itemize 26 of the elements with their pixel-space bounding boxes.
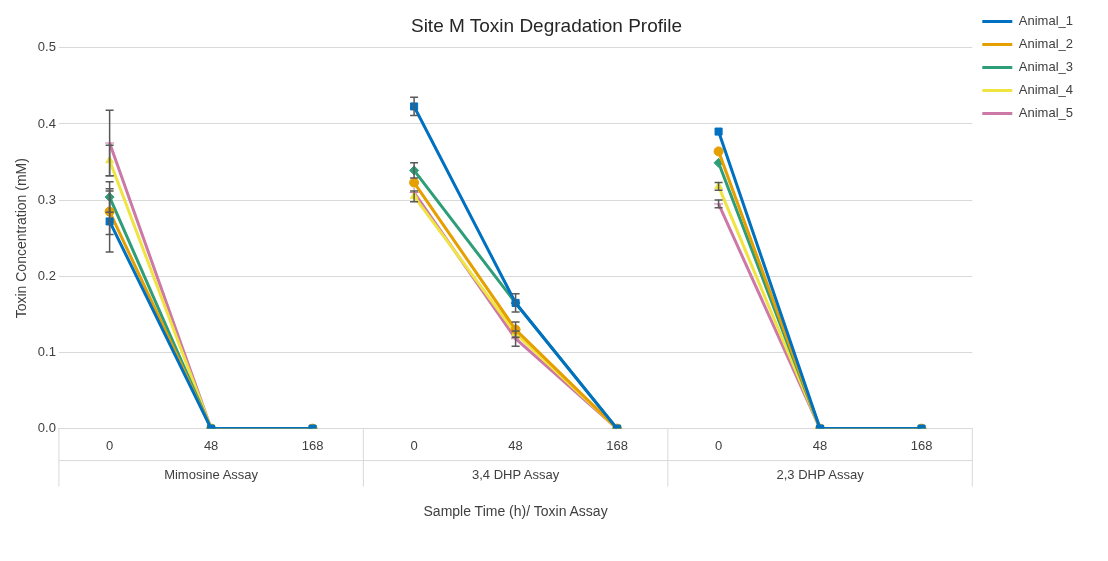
chart-title: Site M Toxin Degradation Profile: [410, 14, 683, 36]
text: 2,3 DHP Assay: [776, 467, 865, 483]
x-tick-label: 48: [203, 437, 219, 453]
x-axis-title: Sample Time (h)/ Toxin Assay: [423, 503, 608, 520]
x-tick-label: 0: [410, 437, 418, 453]
legend-label: Animal_5: [1018, 105, 1074, 121]
legend-label: Animal_4: [1018, 82, 1074, 98]
x-tick-label: 168: [606, 437, 628, 453]
text: 3,4 DHP Assay: [471, 467, 560, 483]
x-tick-label: 0: [714, 437, 723, 453]
x-tick-label: 48: [812, 437, 828, 453]
y-tick-label: 0.4: [37, 115, 56, 131]
y-tick-label: 0.3: [37, 191, 56, 207]
x-tick-label: 168: [910, 437, 933, 453]
x-tick-label: 48: [508, 437, 523, 453]
text: Mimosine Assay: [164, 467, 259, 483]
x-tick-label: 168: [301, 437, 324, 453]
x-tick-label: 0: [106, 437, 114, 453]
legend-label: Animal_3: [1018, 59, 1074, 75]
legend-label: Animal_2: [1018, 36, 1074, 52]
y-axis-title: Toxin Concentration (mM): [13, 158, 30, 319]
legend-label: Animal_1: [1018, 13, 1074, 29]
y-tick-label: 0.2: [37, 267, 56, 283]
y-tick-label: 0.1: [37, 344, 56, 360]
y-tick-label: 0.0: [37, 420, 56, 436]
y-tick-label: 0.5: [37, 39, 56, 55]
